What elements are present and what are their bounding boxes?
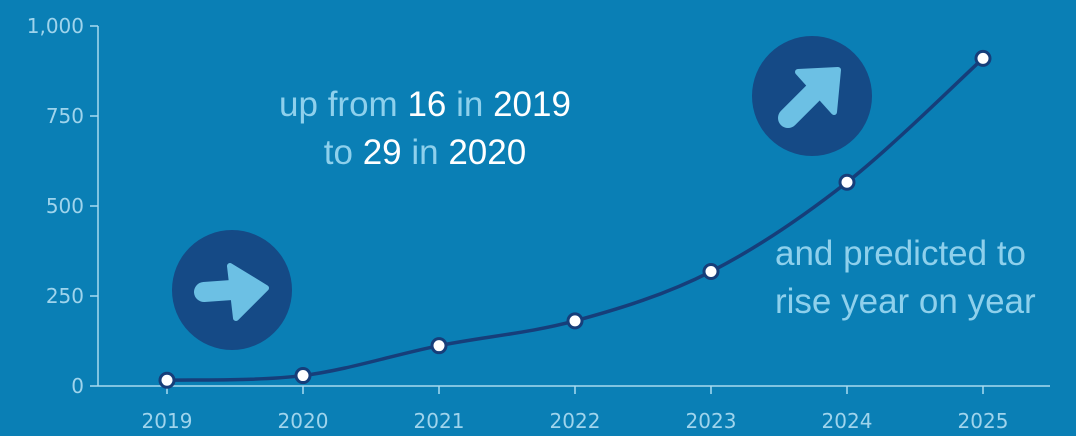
data-point <box>430 337 448 355</box>
series-layer <box>158 49 992 389</box>
annotation-year: 2019 <box>493 85 571 124</box>
data-point <box>566 312 584 330</box>
y-tick-label: 750 <box>46 104 84 128</box>
annotation-value: 29 <box>362 133 402 172</box>
arrow-up-right-badge <box>752 36 872 156</box>
badges <box>172 36 872 350</box>
data-point <box>158 371 176 389</box>
x-tick-label: 2019 <box>142 409 193 433</box>
x-tick-label: 2020 <box>278 409 329 433</box>
arrow-right-icon <box>194 263 269 321</box>
annotation-word: to <box>323 133 363 172</box>
annotation-line-1: and predicted to <box>775 234 1027 273</box>
annotation-growth-note: up from 16 in 2019 to 29 in 2020 <box>225 81 625 177</box>
x-tick-label: 2023 <box>686 409 737 433</box>
annotation-line-1: up from 16 in 2019 <box>225 81 625 129</box>
x-tick-label: 2025 <box>958 409 1009 433</box>
annotation-word: in <box>446 85 494 124</box>
y-tick-label: 1,000 <box>27 14 84 38</box>
x-tick-label: 2024 <box>822 409 873 433</box>
arrow-right-badge <box>172 230 292 350</box>
annotation-word: up from <box>279 85 408 124</box>
y-tick-label: 500 <box>46 194 84 218</box>
data-point <box>838 173 856 191</box>
annotation-line-2: rise year on year <box>775 282 1036 321</box>
annotation-prediction-note: and predicted to rise year on year <box>775 230 1036 326</box>
y-tick-label: 0 <box>71 374 84 398</box>
annotation-line-2: to 29 in 2020 <box>225 129 625 177</box>
data-point <box>702 263 720 281</box>
axes: 0 250 500 750 1,000 2019 2020 2021 2022 2023 2024 2… <box>27 14 1050 433</box>
data-point <box>974 49 992 67</box>
annotation-value: 16 <box>407 85 447 124</box>
data-point <box>294 367 312 385</box>
arrow-up-right-icon <box>778 67 841 128</box>
y-tick-label: 250 <box>46 284 84 308</box>
annotation-year: 2020 <box>448 133 527 172</box>
x-tick-label: 2022 <box>550 409 601 433</box>
annotation-word: in <box>401 133 449 172</box>
x-tick-label: 2021 <box>414 409 465 433</box>
